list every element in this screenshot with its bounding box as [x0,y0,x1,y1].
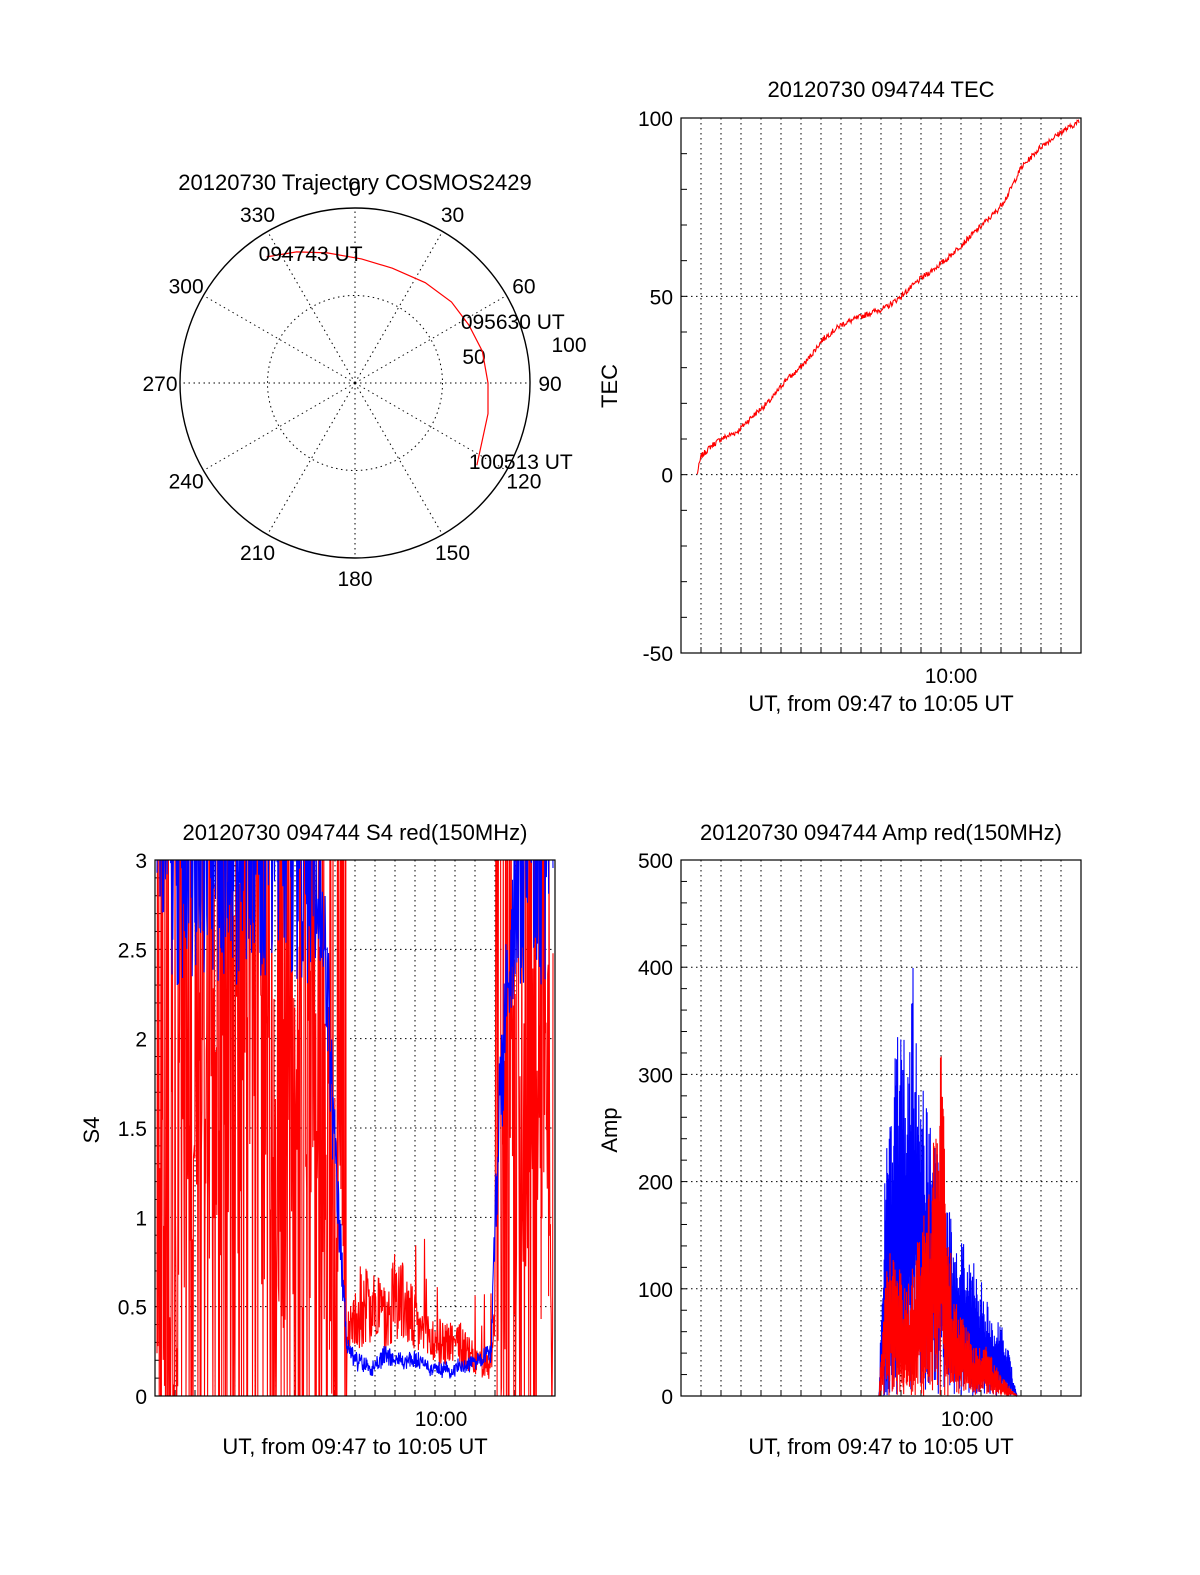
tec-ylabel: TEC [597,364,622,408]
tec-panel: 20120730 094744 TEC 100 50 0 -50 10:00 UT, … [597,77,1082,716]
polar-radius-label: 50 [462,346,485,369]
polar-grid-spoke [354,295,507,384]
polar-angle-label: 210 [240,542,275,565]
s4-panel: 20120730 094744 S4 red(150MHz) 3 2.5 2 1.5 1… [79,820,556,1459]
polar-angle-label: 300 [169,276,204,299]
s4-blue-line [156,860,554,1379]
y-tick-label: 500 [638,850,673,873]
y-tick-label: 0 [135,1386,147,1409]
s4-yticks: 3 2.5 2 1.5 1 0.5 0 [118,850,147,1409]
tec-yticks: 100 50 0 -50 [638,108,673,666]
tec-xlabel: UT, from 09:47 to 10:05 UT [748,691,1013,716]
polar-angle-label: 30 [441,204,464,227]
s4-red-line [156,860,554,1396]
y-tick-label: 0 [661,465,673,488]
amp-series [697,967,1081,1398]
amp-panel: 20120730 094744 Amp red(150MHz) 500 400 30… [597,820,1082,1459]
y-tick-label: 100 [638,1279,673,1302]
polar-radius-labels: 50 100 [462,334,586,369]
polar-angle-label: 150 [435,542,470,565]
amp-title: 20120730 094744 Amp red(150MHz) [700,820,1062,845]
y-tick-label: 1 [135,1207,147,1230]
polar-time-label: 094743 UT [259,243,363,266]
polar-angle-label: 180 [337,568,372,591]
y-tick-label: 1.5 [118,1118,147,1141]
polar-grid-spoke [354,231,443,384]
s4-ylabel: S4 [79,1117,104,1144]
polar-angle-label: 270 [142,373,177,396]
tec-series [696,119,1080,475]
polar-trajectory: 094743 UT 095630 UT 100513 UT [259,243,573,474]
polar-angle-label: 240 [169,471,204,494]
amp-ylabel: Amp [597,1107,622,1152]
s4-frame [154,859,556,1397]
polar-angle-label: 60 [512,276,535,299]
tec-line [696,119,1080,475]
polar-time-label: 095630 UT [461,311,565,334]
y-tick-label: 400 [638,957,673,980]
polar-grid-circle [267,295,443,471]
amp-xlabel: UT, from 09:47 to 10:05 UT [748,1434,1013,1459]
polar-title: 20120730 Trajectory COSMOS2429 [178,170,531,195]
amp-grid [681,860,1081,1396]
y-tick-label: 2 [135,1029,147,1052]
y-tick-label: 2.5 [118,939,147,962]
s4-series [156,860,554,1396]
amp-frame [680,859,1082,1397]
polar-angle-label: 0 [349,178,361,201]
polar-angle-label: 330 [240,204,275,227]
polar-time-label: 100513 UT [469,451,573,474]
polar-grid-spoke [267,231,356,384]
polar-radius-label: 100 [551,334,586,357]
tec-xtick-label: 10:00 [925,665,978,688]
polar-grid [179,207,531,559]
polar-grid-spoke [354,382,507,471]
s4-xtick-label: 10:00 [415,1408,468,1431]
y-tick-label: 0.5 [118,1297,147,1320]
amp-yticks: 500 400 300 200 100 0 [638,850,673,1409]
y-tick-label: 0 [661,1386,673,1409]
tec-grid [681,118,1081,653]
y-tick-label: 100 [638,108,673,131]
polar-angle-label: 120 [506,471,541,494]
y-tick-label: 3 [135,850,147,873]
s4-xlabel: UT, from 09:47 to 10:05 UT [222,1434,487,1459]
y-tick-label: -50 [643,643,673,666]
polar-angle-label: 90 [538,373,561,396]
polar-outer-circle [179,207,531,559]
polar-grid-spoke [203,382,356,471]
polar-angle-labels: 0 30 60 90 120 150 180 210 240 270 300 330 [142,178,561,591]
polar-grid-spoke [354,382,443,535]
tec-title: 20120730 094744 TEC [767,77,994,102]
tec-frame [680,117,1082,654]
polar-grid-spoke [267,382,356,535]
polar-trajectory-line [266,251,489,466]
y-tick-label: 300 [638,1064,673,1087]
y-tick-label: 50 [650,286,673,309]
polar-panel: 20120730 Trajectory COSMOS2429 0 30 60 90 12… [142,170,586,591]
y-tick-label: 200 [638,1172,673,1195]
polar-grid-spoke [203,295,356,384]
s4-title: 20120730 094744 S4 red(150MHz) [183,820,528,845]
amp-xtick-label: 10:00 [941,1408,994,1431]
